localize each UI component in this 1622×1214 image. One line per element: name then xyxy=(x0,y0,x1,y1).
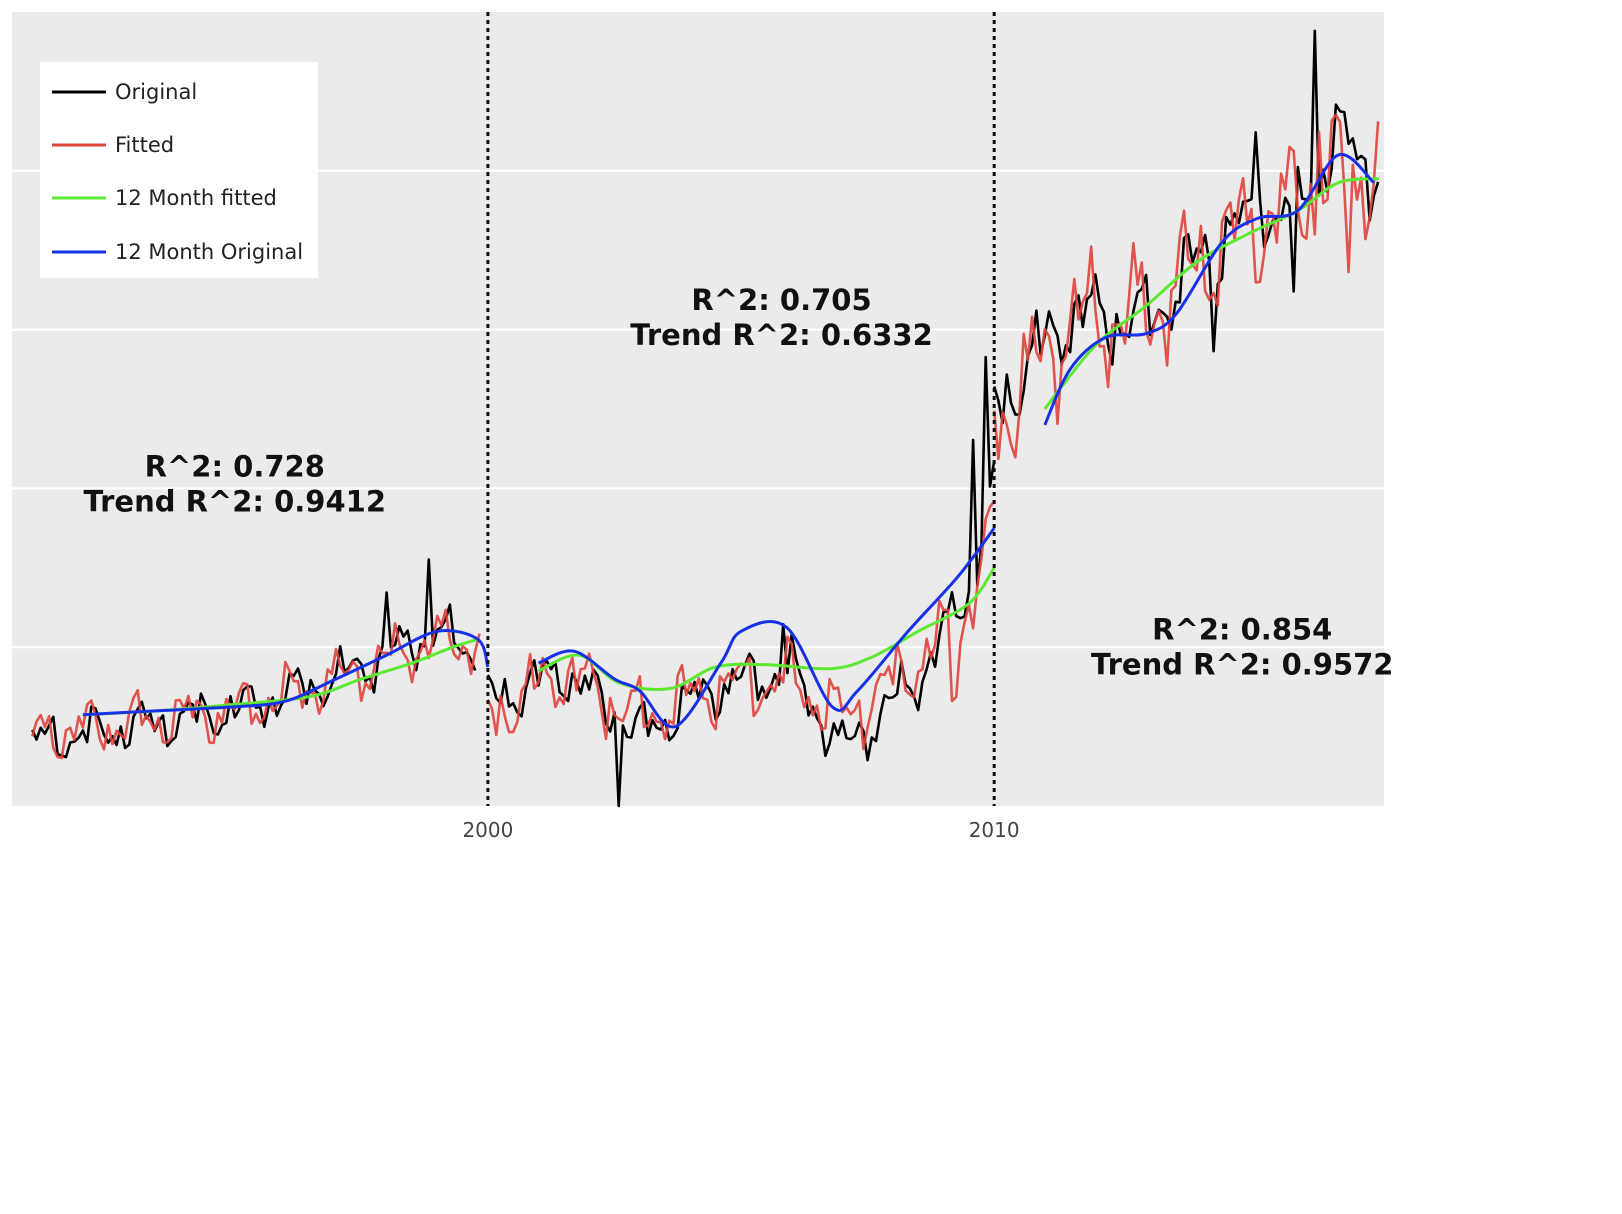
legend-label-original: Original xyxy=(115,80,197,104)
legend-item-12-month-fitted[interactable]: 12 Month fitted xyxy=(52,186,277,210)
annotation-1-line-1: Trend R^2: 0.6332 xyxy=(630,318,932,352)
legend: Original Fitted 12 Month fitted 12 Month… xyxy=(40,62,318,278)
series-12-month-fitted-segment-2 xyxy=(1043,177,1380,410)
annotation-2-line-0: R^2: 0.854 xyxy=(1152,612,1332,646)
legend-label-12-month-fitted: 12 Month fitted xyxy=(115,186,277,210)
annotation-0-line-1: Trend R^2: 0.9412 xyxy=(84,484,386,518)
legend-label-fitted: Fitted xyxy=(115,133,174,157)
series-fitted-segment-2 xyxy=(992,113,1380,461)
legend-item-original[interactable]: Original xyxy=(52,80,197,104)
legend-box xyxy=(40,62,318,278)
series-12-month-original-segment-2 xyxy=(1043,153,1375,426)
legend-item-fitted[interactable]: Fitted xyxy=(52,133,174,157)
annotation-1-line-0: R^2: 0.705 xyxy=(691,283,871,317)
series-12-month-original-segment-0 xyxy=(82,629,490,717)
series-fitted-segment-0 xyxy=(31,608,481,760)
series-layer xyxy=(31,29,1380,808)
legend-item-12-month-original[interactable]: 12 Month Original xyxy=(52,240,303,264)
x-tick-label-0: 2000 xyxy=(462,818,513,842)
annotation-0-line-0: R^2: 0.728 xyxy=(145,449,325,483)
annotation-2-line-1: Trend R^2: 0.9572 xyxy=(1091,647,1393,681)
x-tick-label-1: 2010 xyxy=(969,818,1020,842)
legend-label-12-month-original: 12 Month Original xyxy=(115,240,303,264)
series-12-month-original-segment-1 xyxy=(537,527,996,729)
x-axis-ticks: 2000 2010 xyxy=(462,818,1019,842)
series-original-segment-1 xyxy=(486,355,996,808)
